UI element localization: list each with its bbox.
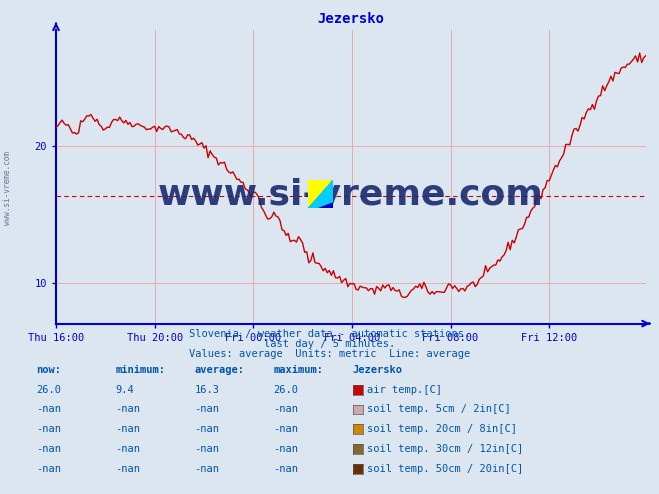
Text: maximum:: maximum:: [273, 365, 324, 375]
Text: -nan: -nan: [115, 444, 140, 454]
Text: -nan: -nan: [36, 464, 61, 474]
Text: soil temp. 50cm / 20in[C]: soil temp. 50cm / 20in[C]: [367, 464, 523, 474]
Text: -nan: -nan: [273, 444, 299, 454]
Text: www.si-vreme.com: www.si-vreme.com: [158, 177, 544, 211]
Text: 9.4: 9.4: [115, 385, 134, 395]
Text: Values: average  Units: metric  Line: average: Values: average Units: metric Line: aver…: [189, 349, 470, 359]
Text: average:: average:: [194, 365, 244, 375]
Text: www.si-vreme.com: www.si-vreme.com: [3, 151, 13, 225]
Text: last day / 5 minutes.: last day / 5 minutes.: [264, 339, 395, 349]
Text: -nan: -nan: [36, 405, 61, 414]
Text: now:: now:: [36, 365, 61, 375]
Text: -nan: -nan: [273, 424, 299, 434]
Text: -nan: -nan: [194, 405, 219, 414]
Text: -nan: -nan: [194, 424, 219, 434]
Text: soil temp. 30cm / 12in[C]: soil temp. 30cm / 12in[C]: [367, 444, 523, 454]
Text: air temp.[C]: air temp.[C]: [367, 385, 442, 395]
Text: 26.0: 26.0: [36, 385, 61, 395]
Text: soil temp. 20cm / 8in[C]: soil temp. 20cm / 8in[C]: [367, 424, 517, 434]
Text: soil temp. 5cm / 2in[C]: soil temp. 5cm / 2in[C]: [367, 405, 511, 414]
Title: Jezersko: Jezersko: [318, 12, 384, 26]
Text: -nan: -nan: [115, 405, 140, 414]
Text: -nan: -nan: [115, 424, 140, 434]
Text: -nan: -nan: [194, 444, 219, 454]
Text: minimum:: minimum:: [115, 365, 165, 375]
Polygon shape: [308, 180, 333, 208]
Text: Jezersko: Jezersko: [353, 365, 403, 375]
Text: -nan: -nan: [36, 424, 61, 434]
Text: -nan: -nan: [194, 464, 219, 474]
Text: -nan: -nan: [273, 405, 299, 414]
Text: -nan: -nan: [273, 464, 299, 474]
Polygon shape: [308, 180, 333, 208]
Text: -nan: -nan: [36, 444, 61, 454]
Text: 16.3: 16.3: [194, 385, 219, 395]
Text: -nan: -nan: [115, 464, 140, 474]
Text: Slovenia / weather data - automatic stations.: Slovenia / weather data - automatic stat…: [189, 329, 470, 339]
Text: 26.0: 26.0: [273, 385, 299, 395]
Polygon shape: [308, 180, 333, 208]
